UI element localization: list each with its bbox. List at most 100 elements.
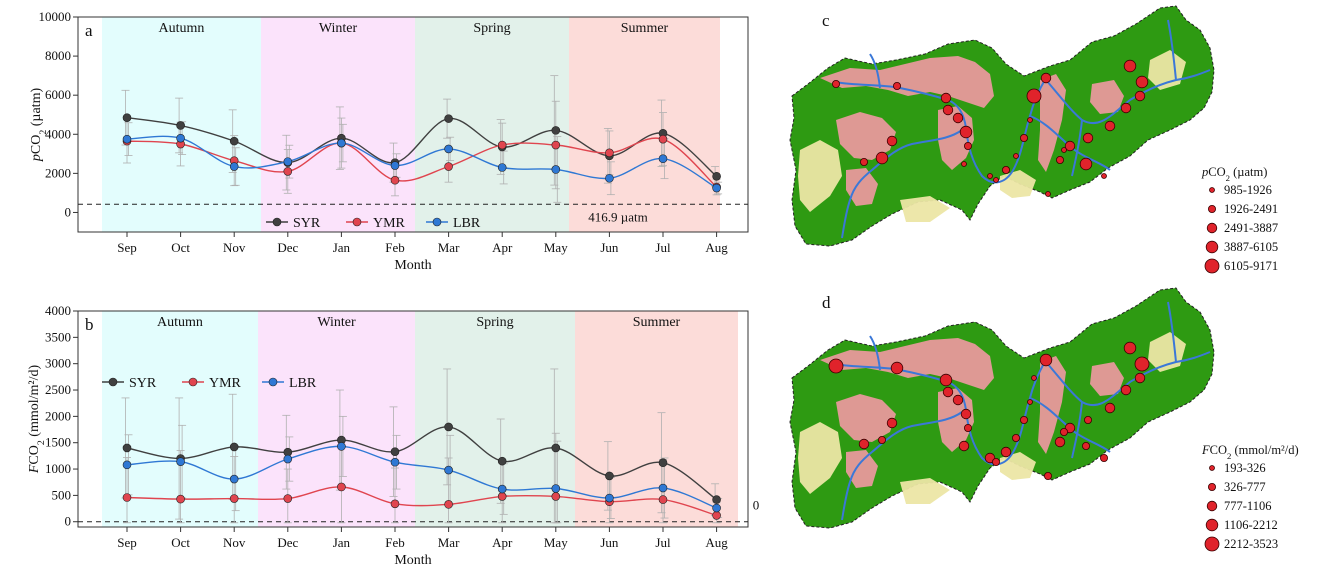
plot-frame — [77, 16, 749, 233]
x-tick-label: Jun — [600, 240, 619, 255]
y-tick-label: 0 — [65, 514, 72, 529]
sampling-site-marker — [858, 438, 870, 450]
river-line — [841, 129, 963, 239]
y-tick-label: 0 — [65, 204, 72, 219]
urban-patch — [836, 394, 896, 442]
sampling-site-marker — [958, 440, 970, 452]
data-point-ymr — [337, 482, 346, 492]
y-tick-label: 3500 — [45, 329, 71, 344]
map-legend-title: pCO2 (µatm) — [1201, 165, 1267, 183]
data-point-syr — [444, 114, 453, 123]
y-axis-label: FCO2 (mmol/m²/d) — [27, 365, 47, 475]
season-label-spring: Spring — [476, 315, 513, 330]
data-point-ymr — [283, 494, 293, 503]
sampling-site-marker — [1120, 102, 1132, 114]
data-point-ymr — [497, 140, 507, 150]
y-axis-label-sub: 2 — [38, 130, 49, 135]
river-line — [841, 411, 963, 521]
sampling-site-marker — [1056, 155, 1065, 164]
sampling-site-marker — [1104, 402, 1116, 414]
legend-marker — [268, 377, 278, 387]
y-axis-label-unit: (µatm) — [29, 88, 44, 130]
legend-label-ymr: YMR — [373, 216, 406, 231]
map-legend-marker — [1204, 536, 1220, 552]
sampling-site-marker — [1020, 415, 1029, 424]
sampling-site-marker — [987, 173, 993, 179]
sampling-site-marker — [1100, 453, 1109, 462]
data-point-lbr — [444, 465, 453, 475]
sampling-site-marker — [961, 161, 967, 167]
x-tick-label: Aug — [705, 240, 728, 255]
data-point-lbr — [551, 484, 561, 493]
river-line — [1045, 351, 1211, 407]
sampling-site-marker — [890, 361, 904, 375]
season-label-summer: Summer — [621, 21, 669, 36]
y-tick-label: 2000 — [45, 408, 71, 423]
sampling-site-marker — [993, 177, 999, 183]
x-tick-label: May — [544, 535, 568, 550]
season-band-autumn — [102, 311, 258, 527]
x-tick-label: Apr — [492, 535, 513, 550]
urban-patch — [846, 168, 878, 206]
x-tick-label: Jun — [600, 535, 619, 550]
y-tick-label: 2000 — [45, 165, 71, 180]
y-tick-label: 4000 — [45, 303, 71, 318]
data-point-lbr — [658, 483, 668, 493]
data-point-ymr — [605, 148, 614, 158]
y-tick-label: 3000 — [45, 356, 71, 371]
map-body — [789, 5, 1215, 247]
panel-letter: b — [85, 315, 94, 334]
data-point-ymr — [390, 175, 400, 185]
panel-letter: a — [85, 21, 93, 40]
sampling-site-marker — [1082, 441, 1091, 450]
data-point-ymr — [283, 167, 293, 176]
map-legend-marker — [1206, 500, 1218, 512]
map-legend-label: 6105-9171 — [1224, 259, 1278, 273]
season-band-summer — [569, 17, 720, 232]
data-point-lbr — [176, 133, 185, 143]
x-tick-label: Jul — [655, 535, 671, 550]
data-point-lbr — [337, 442, 346, 451]
season-band-summer — [575, 311, 738, 527]
sampling-site-marker — [1134, 90, 1146, 102]
map-legend-label: 3887-6105 — [1224, 240, 1278, 254]
data-point-ymr — [444, 162, 453, 171]
season-band-winter — [258, 311, 415, 527]
plot-frame — [77, 310, 749, 528]
data-point-lbr — [605, 493, 614, 503]
panel-letter: d — [822, 293, 831, 312]
x-tick-label: Apr — [492, 240, 513, 255]
sampling-site-marker — [893, 82, 902, 91]
data-point-ymr — [122, 493, 132, 502]
map-legend-label: 2212-3523 — [1224, 537, 1278, 551]
map-legend-marker — [1205, 240, 1219, 254]
legend-marker — [352, 217, 362, 227]
y-tick-label: 2500 — [45, 382, 71, 397]
x-tick-label: Dec — [277, 240, 298, 255]
season-label-autumn: Autumn — [159, 21, 205, 36]
river-line — [1045, 69, 1211, 125]
data-point-ymr — [229, 494, 239, 503]
urban-patch — [1038, 356, 1066, 454]
x-tick-label: Feb — [385, 240, 405, 255]
data-point-ymr — [390, 499, 400, 509]
data-point-syr — [712, 171, 721, 181]
data-point-lbr — [283, 454, 293, 464]
sampling-site-marker — [1079, 157, 1093, 171]
data-point-syr — [551, 443, 561, 453]
data-point-ymr — [551, 492, 561, 501]
sampling-site-marker — [1039, 353, 1053, 367]
x-tick-label: Oct — [171, 240, 190, 255]
legend-marker — [108, 377, 118, 387]
urban-patch — [820, 56, 994, 108]
river-line — [1071, 401, 1083, 459]
y-axis-label-pre: p — [29, 154, 44, 162]
sampling-site-marker — [1045, 191, 1051, 197]
sampling-site-marker — [860, 157, 869, 166]
y-tick-label: 1500 — [45, 435, 71, 450]
urban-patch — [1038, 74, 1066, 172]
map-legend-title-unit: (µatm) — [1230, 165, 1267, 179]
y-axis-label-main: CO — [27, 445, 42, 464]
season-label-autumn: Autumn — [157, 315, 203, 330]
data-point-lbr — [122, 460, 132, 470]
